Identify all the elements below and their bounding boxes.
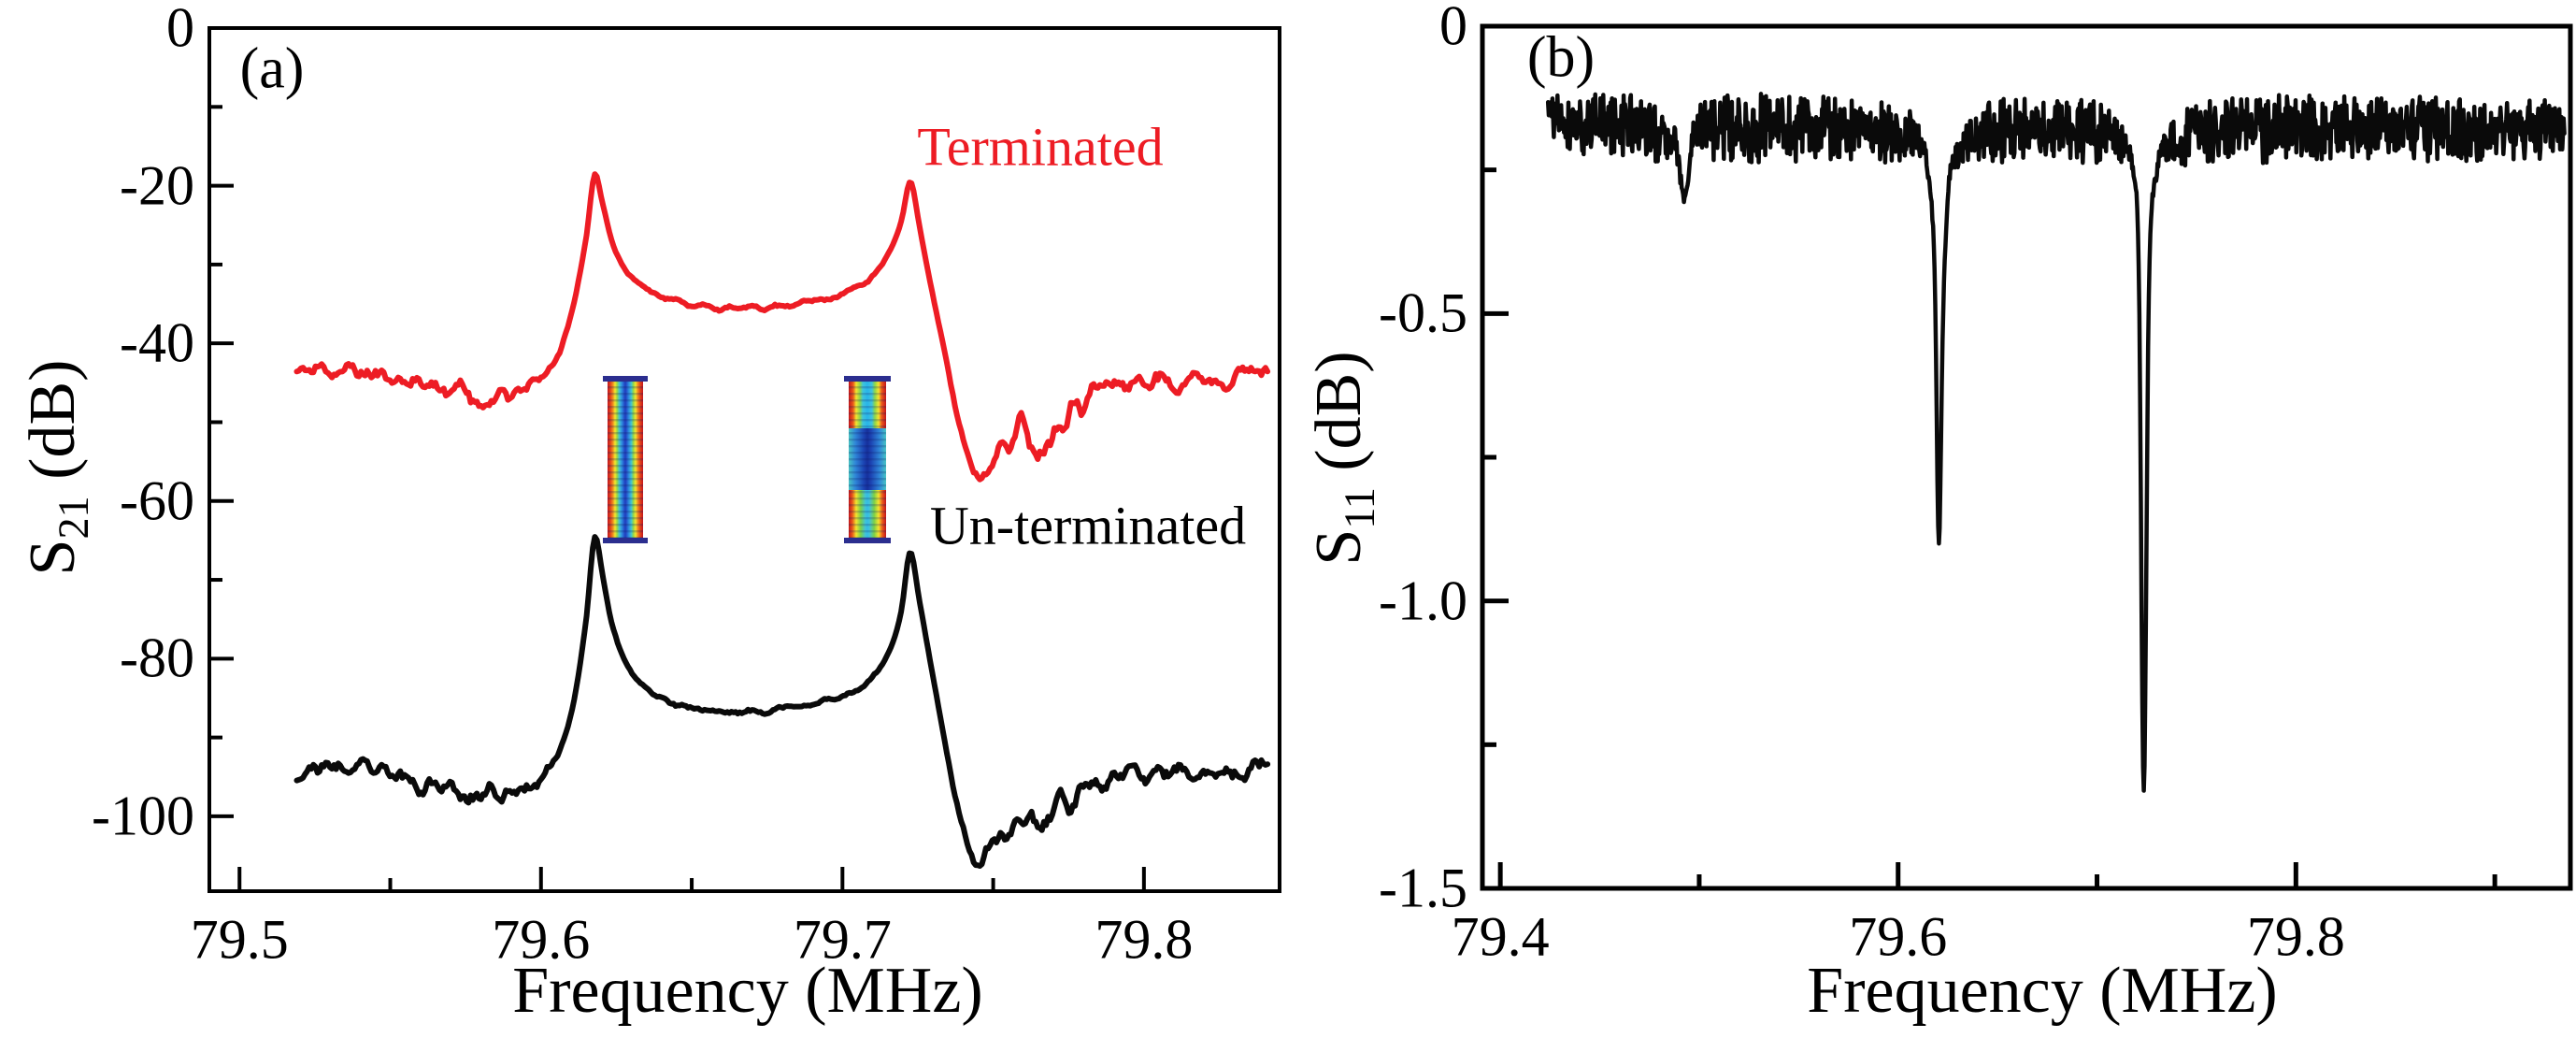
panel-a-y-title-base: S — [17, 539, 89, 576]
panel-a-y-title-unit: (dB) — [17, 359, 89, 497]
panel-a-y-title-subscript: 21 — [50, 496, 97, 540]
panel-b-y-title-subscript: 11 — [1336, 487, 1383, 529]
mode-shape-symmetric-inset-image — [603, 376, 648, 543]
series-un-terminated — [293, 534, 1271, 869]
panel-a-plot — [208, 26, 1281, 893]
mode-shape-antisymmetric-inset-image — [844, 376, 891, 543]
unterminated-series-annotation: Un-terminated — [929, 495, 1247, 556]
panel-a-label: (a) — [239, 36, 305, 101]
series-terminated — [293, 171, 1271, 483]
panel-b-plot — [1480, 23, 2573, 891]
panel-b-label: (b) — [1526, 25, 1596, 90]
panel-b-x-axis-title: Frequency (MHz) — [1807, 955, 2278, 1027]
panel-a-y-axis-title: S21 (dB) — [16, 359, 97, 576]
series-s11-reflection — [1545, 92, 2567, 793]
panel-b-y-axis-title: S11 (dB) — [1302, 351, 1383, 566]
panel-a-axes-box — [208, 26, 1281, 893]
panel-b-y-title-base: S — [1303, 528, 1375, 566]
terminated-series-annotation: Terminated — [917, 116, 1164, 178]
panel-b-y-title-unit: (dB) — [1303, 351, 1375, 488]
panel-a-x-axis-title: Frequency (MHz) — [512, 955, 983, 1027]
